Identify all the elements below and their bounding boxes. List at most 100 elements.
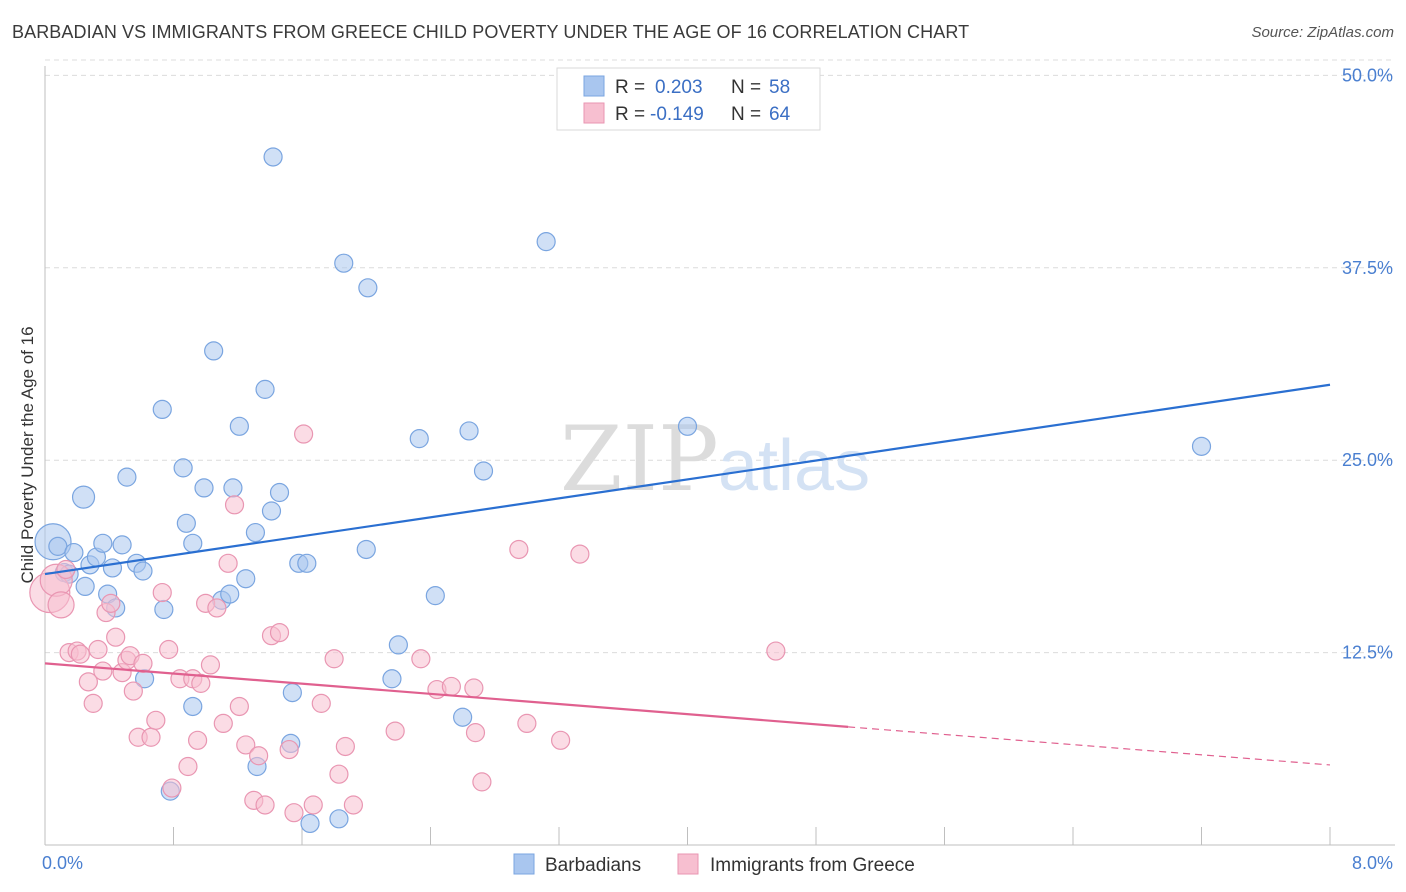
data-point: [229, 696, 249, 717]
data-point: [358, 278, 378, 298]
data-point: [162, 778, 182, 798]
data-point: [255, 379, 275, 399]
data-point: [229, 416, 249, 436]
data-point: [261, 501, 282, 521]
watermark: ZIP atlas: [560, 407, 870, 512]
legend-r-value-1: 0.203: [655, 77, 703, 98]
series-barbadians: [34, 147, 1212, 834]
chart-title: BARBADIAN VS IMMIGRANTS FROM GREECE CHIL…: [12, 22, 970, 42]
data-point: [284, 803, 304, 823]
data-point: [236, 735, 256, 755]
data-point: [329, 809, 349, 829]
data-point: [191, 673, 211, 693]
data-point: [236, 569, 256, 589]
chart-source: Source: ZipAtlas.com: [1251, 24, 1394, 41]
data-point: [356, 539, 376, 560]
y-tick-label: 12.5%: [1342, 643, 1393, 663]
data-point: [464, 678, 484, 698]
data-point: [218, 553, 238, 573]
trend-line-greece-dashed: [848, 726, 1331, 766]
legend-r-label-1: R =: [615, 77, 645, 98]
data-point: [64, 542, 84, 563]
bottom-legend-swatch-blue: [513, 853, 535, 875]
data-point: [509, 539, 529, 560]
data-point: [388, 635, 408, 655]
trend-line-greece: [44, 662, 849, 728]
bottom-legend-barbadians: Barbadians: [545, 855, 641, 876]
data-point: [220, 584, 240, 604]
data-point: [70, 644, 90, 664]
data-point: [343, 795, 363, 815]
data-point: [102, 558, 123, 578]
data-point: [133, 653, 153, 673]
data-point: [473, 461, 494, 481]
data-point: [570, 544, 590, 564]
data-point: [279, 739, 299, 760]
data-point: [187, 730, 208, 750]
data-point: [311, 693, 331, 713]
data-point: [766, 641, 786, 661]
watermark-atlas: atlas: [718, 426, 870, 506]
data-point: [154, 599, 174, 620]
data-point: [300, 813, 320, 834]
data-point: [213, 713, 233, 734]
data-point: [551, 730, 571, 750]
data-point: [75, 576, 95, 597]
bottom-legend-swatch-pink: [677, 853, 699, 875]
legend-swatch-blue: [583, 75, 605, 97]
data-point: [335, 736, 355, 757]
data-point: [204, 341, 224, 361]
axes: [44, 66, 1395, 846]
data-point: [297, 553, 317, 573]
data-point: [294, 424, 314, 444]
data-point: [441, 676, 461, 697]
x-tick-labels: 0.0% 8.0%: [42, 853, 1393, 873]
bottom-legend: Barbadians Immigrants from Greece: [513, 853, 915, 876]
legend-n-value-1: 58: [769, 77, 790, 98]
data-point: [677, 416, 698, 436]
x-tick-label: 8.0%: [1352, 853, 1393, 873]
data-point: [200, 655, 221, 675]
data-point: [133, 561, 153, 581]
data-point: [141, 727, 161, 747]
data-point: [101, 593, 121, 613]
data-point: [269, 482, 290, 503]
data-point: [71, 485, 96, 509]
data-point: [183, 696, 203, 717]
legend-n-label-1: N =: [731, 77, 761, 98]
data-point: [245, 522, 266, 543]
data-point: [324, 649, 344, 669]
data-point: [425, 586, 445, 606]
data-point: [385, 721, 405, 741]
data-point: [411, 649, 431, 669]
data-point: [263, 147, 283, 167]
data-point: [255, 795, 275, 815]
data-point: [334, 253, 354, 273]
y-axis-label: Child Poverty Under the Age of 16: [18, 326, 37, 583]
x-tick-label: 0.0%: [42, 853, 83, 873]
data-point: [93, 661, 113, 681]
data-point: [453, 707, 473, 727]
data-point: [48, 536, 68, 556]
grid-lines: [45, 59, 1395, 654]
data-point: [382, 669, 402, 689]
legend-n-label-2: N =: [731, 104, 761, 125]
data-point: [223, 478, 243, 498]
data-point: [329, 764, 349, 784]
trend-line-barbadians: [44, 383, 1331, 576]
data-point: [176, 513, 196, 533]
data-point: [123, 681, 143, 701]
legend-r-value-2: -0.149: [650, 104, 704, 125]
data-point: [152, 582, 172, 603]
legend-box: R = 0.203 N = 58 R = -0.149 N = 64: [556, 67, 821, 131]
data-point: [459, 421, 479, 441]
data-point: [83, 693, 103, 713]
data-point: [472, 772, 492, 792]
data-point: [536, 232, 556, 252]
data-point: [249, 746, 269, 766]
data-point: [117, 467, 137, 487]
y-tick-label: 37.5%: [1342, 258, 1393, 278]
data-point: [112, 535, 132, 555]
legend-swatch-pink: [583, 102, 605, 124]
